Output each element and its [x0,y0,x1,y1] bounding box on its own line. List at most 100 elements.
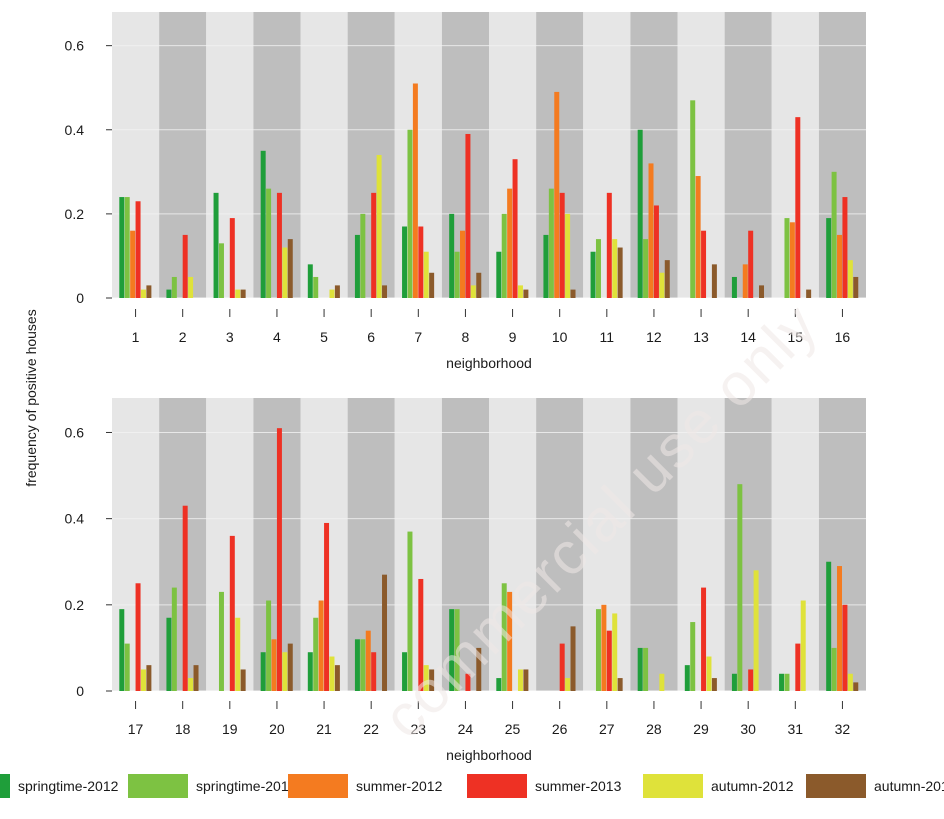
bar-10-springtime-2012 [543,234,549,298]
y-tick-label: 0.6 [65,424,85,440]
bar-3-springtime-2013 [218,243,224,298]
legend-item-autumn-2013: autumn-2013 [806,774,944,798]
bar-14-summer-2013 [748,230,754,298]
bar-9-summer-2012 [507,188,513,298]
bar-22-autumn-2013 [382,574,388,691]
bar-13-summer-2013 [701,230,707,298]
x-tick-label: 2 [179,329,187,345]
legend-swatch [467,774,527,798]
x-tick-label: 15 [788,329,804,345]
x-tick-label: 28 [646,721,662,737]
x-tick-label: 9 [509,329,517,345]
panels-layer: 00.20.40.61 2 3 4 5 6 7 8 9 10 11 12 13 14 15 16neighbo… [65,12,866,763]
bar-15-autumn-2013 [806,289,812,298]
x-tick-label: 13 [693,329,709,345]
legend-swatch [288,774,348,798]
bar-19-summer-2013 [229,535,235,691]
x-tick-label: 5 [320,329,328,345]
bar-13-autumn-2013 [711,264,717,298]
bar-2-springtime-2013 [171,276,177,298]
bar-20-autumn-2013 [287,643,293,691]
legend-label: autumn-2012 [711,778,794,794]
bar-30-autumn-2012 [753,570,759,691]
y-tick-label: 0.6 [65,38,85,54]
legend-label: autumn-2013 [874,778,944,794]
bar-6-springtime-2013 [360,213,366,298]
bar-3-autumn-2013 [240,289,246,298]
legend: springtime-2012 springtime-2013 summer-201… [0,774,944,798]
bar-18-autumn-2012 [188,678,194,691]
bar-30-summer-2013 [748,669,754,691]
band-25 [489,398,537,691]
bar-18-springtime-2013 [171,587,177,691]
x-tick-label: 16 [835,329,851,345]
bar-27-springtime-2013 [595,609,601,691]
x-axis-label: neighborhood [446,747,532,763]
legend-label: summer-2012 [356,778,443,794]
bar-9-springtime-2012 [496,251,502,298]
y-tick-label: 0 [76,683,84,699]
legend-label: springtime-2013 [196,778,297,794]
bar-29-autumn-2013 [711,678,717,691]
legend-label: summer-2013 [535,778,622,794]
bar-23-summer-2013 [418,578,424,691]
band-31 [771,398,819,691]
x-tick-label: 7 [414,329,422,345]
y-tick-label: 0.4 [65,511,85,527]
x-tick-label: 26 [552,721,568,737]
legend-swatch [643,774,703,798]
y-tick-label: 0.4 [65,122,85,138]
bar-20-summer-2012 [271,639,277,691]
legend-label: springtime-2012 [18,778,119,794]
bar-9-autumn-2012 [517,285,523,298]
x-tick-label: 27 [599,721,615,737]
bar-21-springtime-2013 [313,617,319,691]
bar-18-springtime-2012 [166,617,172,691]
x-tick-label: 22 [363,721,379,737]
bar-23-springtime-2013 [407,531,413,691]
bar-32-springtime-2013 [831,647,837,691]
band-22 [347,398,395,691]
bar-13-summer-2012 [695,176,701,298]
bar-9-springtime-2013 [501,213,507,298]
bar-7-springtime-2013 [407,129,413,298]
bar-25-autumn-2012 [517,669,523,691]
bar-27-summer-2012 [601,604,607,691]
bar-24-springtime-2012 [449,609,455,691]
bar-7-autumn-2013 [429,272,435,298]
x-tick-label: 3 [226,329,234,345]
bar-2-springtime-2012 [166,289,172,298]
x-tick-label: 24 [458,721,474,737]
bar-25-springtime-2012 [496,678,502,691]
bar-10-summer-2013 [559,192,565,298]
bar-11-springtime-2012 [590,251,596,298]
y-tick-label: 0.2 [65,597,85,613]
bar-6-autumn-2012 [376,155,382,298]
bar-32-springtime-2012 [826,561,832,691]
bar-30-springtime-2012 [731,673,737,691]
bar-5-springtime-2013 [313,276,319,298]
bar-18-summer-2013 [182,505,188,691]
bar-26-autumn-2013 [570,626,576,691]
bar-10-springtime-2013 [548,188,554,298]
x-tick-label: 32 [835,721,851,737]
bar-2-autumn-2012 [188,276,194,298]
bar-29-springtime-2013 [690,622,696,691]
bar-20-springtime-2012 [260,652,266,691]
bar-11-autumn-2013 [617,247,623,298]
bar-16-summer-2012 [837,234,843,298]
bar-31-autumn-2012 [800,600,806,691]
bar-20-autumn-2012 [282,652,288,691]
bar-9-autumn-2013 [523,289,529,298]
x-tick-label: 10 [552,329,568,345]
bar-31-summer-2013 [795,643,801,691]
bar-11-autumn-2012 [612,239,618,298]
bar-32-summer-2013 [842,604,848,691]
bar-13-springtime-2013 [690,100,696,298]
x-tick-label: 18 [175,721,191,737]
bar-19-springtime-2013 [218,591,224,691]
bar-16-autumn-2013 [853,276,859,298]
x-tick-label: 25 [505,721,521,737]
bar-7-springtime-2012 [402,226,408,298]
